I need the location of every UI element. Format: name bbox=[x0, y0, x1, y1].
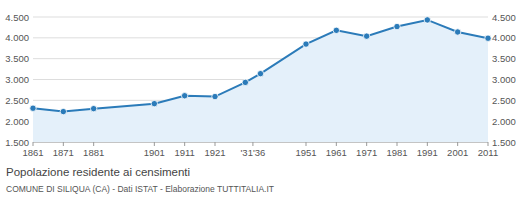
x-tick-label: 1861 bbox=[22, 147, 43, 158]
x-tick-label: '31'36 bbox=[241, 147, 266, 158]
marker bbox=[242, 79, 248, 85]
y2-tick-label: 4.000 bbox=[492, 32, 516, 43]
y-tick-label: 4.000 bbox=[5, 32, 29, 43]
marker bbox=[212, 93, 218, 99]
x-tick-label: 1901 bbox=[144, 147, 165, 158]
x-tick-label: 1991 bbox=[417, 147, 438, 158]
chart: 1.500 1.500 2.000 2.000 2.500 2.500 3.000 3.000… bbox=[0, 0, 526, 199]
marker bbox=[181, 93, 187, 99]
marker bbox=[303, 41, 309, 47]
x-tick bbox=[457, 142, 458, 146]
x-tick-label: 1921 bbox=[204, 147, 225, 158]
y-tick-label: 2.500 bbox=[5, 95, 29, 106]
marker bbox=[394, 23, 400, 29]
marker bbox=[333, 27, 339, 33]
marker bbox=[424, 17, 430, 23]
marker bbox=[30, 105, 36, 111]
x-tick-label: 2011 bbox=[478, 147, 498, 158]
y-tick-label: 1.500 bbox=[5, 137, 29, 148]
marker bbox=[363, 33, 369, 39]
marker bbox=[454, 29, 460, 35]
x-tick bbox=[488, 142, 489, 146]
x-tick-label: 1961 bbox=[326, 147, 347, 158]
marker bbox=[485, 35, 491, 41]
y2-tick-label: 2.000 bbox=[492, 116, 516, 127]
grid-line bbox=[33, 17, 488, 18]
x-tick-label: 1981 bbox=[386, 147, 407, 158]
x-tick bbox=[336, 142, 337, 146]
x-tick bbox=[306, 142, 307, 146]
x-tick-label: 1871 bbox=[53, 147, 74, 158]
y-tick-label: 3.000 bbox=[5, 74, 29, 85]
y-tick-label: 2.000 bbox=[5, 116, 29, 127]
markers bbox=[30, 17, 491, 115]
x-tick bbox=[154, 142, 155, 146]
x-tick bbox=[184, 142, 185, 146]
x-tick-label: 2001 bbox=[447, 147, 468, 158]
marker bbox=[151, 100, 157, 106]
x-tick bbox=[93, 142, 94, 146]
title: Popolazione residente ai censimenti bbox=[6, 166, 190, 178]
y2-tick-label: 4.500 bbox=[492, 12, 516, 23]
plot bbox=[33, 20, 488, 142]
y2-tick-label: 3.500 bbox=[492, 53, 516, 64]
x-tick bbox=[252, 142, 253, 146]
x-tick-label: 1971 bbox=[356, 147, 377, 158]
y2-tick-label: 3.000 bbox=[492, 74, 516, 85]
y2-tick-label: 1.500 bbox=[492, 137, 516, 148]
area bbox=[33, 20, 488, 142]
x-tick bbox=[366, 142, 367, 146]
y-tick-label: 4.500 bbox=[5, 12, 29, 23]
marker bbox=[90, 105, 96, 111]
x-tick-label: 1911 bbox=[174, 147, 194, 158]
x-tick bbox=[63, 142, 64, 146]
marker bbox=[257, 70, 263, 76]
y2-tick-label: 2.500 bbox=[492, 95, 516, 106]
x-tick-label: 1951 bbox=[295, 147, 316, 158]
line bbox=[33, 20, 488, 112]
marker bbox=[60, 108, 66, 114]
x-tick bbox=[427, 142, 428, 146]
x-tick bbox=[33, 142, 34, 146]
x-tick bbox=[215, 142, 216, 146]
x-tick bbox=[397, 142, 398, 146]
y-tick-label: 3.500 bbox=[5, 53, 29, 64]
x-tick-label: 1881 bbox=[83, 147, 104, 158]
subtitle: COMUNE DI SILIQUA (CA) - Dati ISTAT - El… bbox=[6, 184, 274, 194]
